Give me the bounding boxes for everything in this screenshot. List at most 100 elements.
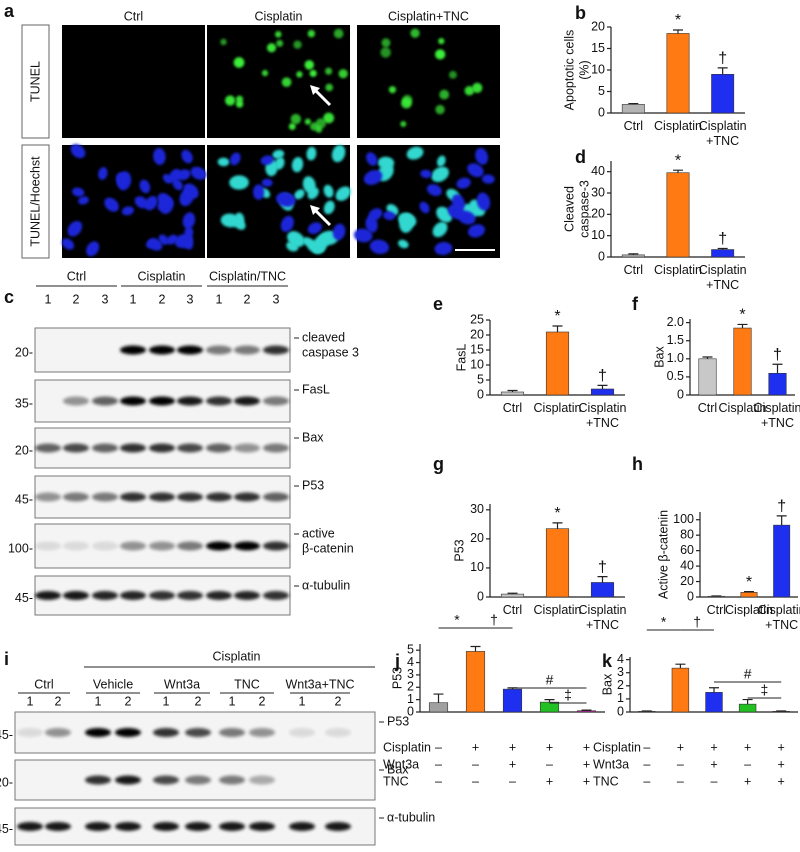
- error-bar: [628, 102, 639, 105]
- protein-label: P53: [387, 714, 409, 728]
- arrow-head: [310, 85, 320, 95]
- lane-label: 2: [55, 694, 62, 708]
- lane-label: 3: [187, 292, 194, 306]
- row-label-box: [21, 24, 50, 139]
- tunel-cell: [261, 69, 269, 77]
- bar: [502, 688, 523, 713]
- bar: [740, 592, 758, 598]
- bar: [738, 703, 757, 713]
- nucleus: [377, 156, 395, 169]
- tunel-cell: [315, 118, 326, 129]
- band: [115, 775, 141, 785]
- band: [177, 345, 203, 355]
- treatment-value: –: [643, 757, 650, 771]
- treatment-label: Cisplatin: [593, 740, 641, 754]
- significance-marker: *: [675, 12, 681, 29]
- nucleus: [302, 176, 316, 194]
- lane-label: 2: [125, 694, 132, 708]
- band: [17, 822, 43, 831]
- protein-label: P53: [302, 478, 324, 492]
- nucleus: [286, 241, 299, 252]
- arrow-head: [310, 205, 320, 215]
- nucleus: [104, 197, 119, 212]
- mw-label: 20-: [15, 345, 33, 359]
- band: [249, 822, 275, 831]
- y-tick-label: 3: [407, 667, 414, 681]
- column-label: Cisplatin: [255, 9, 303, 23]
- nucleus: [398, 239, 409, 249]
- nucleus: [86, 241, 100, 257]
- x-tick-label: Ctrl: [698, 401, 717, 415]
- band: [219, 775, 245, 785]
- nucleus: [475, 147, 489, 165]
- nucleus: [145, 239, 157, 249]
- band: [289, 728, 315, 737]
- treatment-value: +: [583, 774, 590, 788]
- nucleus: [363, 169, 383, 185]
- treatment-label: TNC: [383, 774, 409, 788]
- nucleus: [467, 163, 484, 178]
- bar: [671, 667, 690, 713]
- y-tick-label: 0: [477, 589, 484, 603]
- nucleus: [176, 169, 191, 181]
- tunel-cell: [381, 38, 391, 48]
- treatment-value: +: [744, 774, 751, 788]
- error-bar: [717, 67, 728, 75]
- x-tick-label: Cisplatin+TNC: [579, 401, 627, 430]
- nucleus: [406, 146, 424, 160]
- micrograph: [62, 25, 205, 138]
- band: [177, 443, 203, 453]
- band: [115, 728, 141, 737]
- treatment-value: +: [583, 757, 590, 771]
- band: [63, 443, 89, 453]
- y-tick-label: 1.0: [667, 351, 684, 365]
- nucleus: [434, 241, 453, 255]
- arrow: [312, 87, 332, 107]
- y-tick-label: 2.0: [667, 315, 684, 329]
- tunel-cell: [401, 97, 412, 109]
- tunel-cell: [309, 69, 317, 77]
- y-tick-label: 5: [477, 372, 484, 386]
- treatment-value: +: [583, 740, 590, 754]
- band: [249, 728, 275, 737]
- treatment-value: +: [744, 740, 751, 754]
- tunel-cell: [276, 39, 284, 47]
- row-label: TUNEL/Hoechst: [28, 156, 42, 247]
- nucleus: [274, 157, 285, 170]
- error-bar: [628, 253, 639, 255]
- tunel-cell: [438, 38, 445, 45]
- tunel-cell: [266, 43, 277, 53]
- band: [92, 492, 118, 502]
- comparison-label: ‡: [761, 682, 769, 698]
- y-tick-label: 4: [617, 652, 624, 666]
- nucleus: [153, 147, 166, 165]
- tunel-cell: [333, 28, 344, 39]
- band: [63, 492, 89, 502]
- nucleus: [353, 228, 373, 243]
- treatment-value: +: [778, 774, 785, 788]
- band: [234, 345, 260, 355]
- band: [120, 396, 146, 406]
- band: [185, 822, 211, 831]
- nucleus: [323, 184, 334, 198]
- y-tick-label: 0: [407, 704, 414, 718]
- x-tick-label: Cisplatin+TNC: [754, 401, 800, 430]
- treatment-value: +: [509, 740, 516, 754]
- band: [17, 728, 43, 737]
- nucleus: [144, 196, 158, 211]
- tunel-cell: [235, 95, 244, 103]
- panel-letter: b: [575, 3, 586, 23]
- band: [185, 728, 211, 737]
- lane-label: 3: [273, 292, 280, 306]
- y-tick-label: 40: [591, 164, 605, 178]
- band: [92, 443, 118, 453]
- y-axis-label: Bax: [652, 345, 666, 367]
- error-bar: [702, 356, 713, 359]
- x-tick-label: Cisplatin: [654, 119, 702, 133]
- error-bar: [433, 693, 444, 703]
- group-label: Wnt3a+TNC: [285, 677, 354, 691]
- error-bar: [470, 645, 481, 652]
- nucleus: [291, 157, 304, 173]
- y-axis-label: P53: [390, 667, 404, 689]
